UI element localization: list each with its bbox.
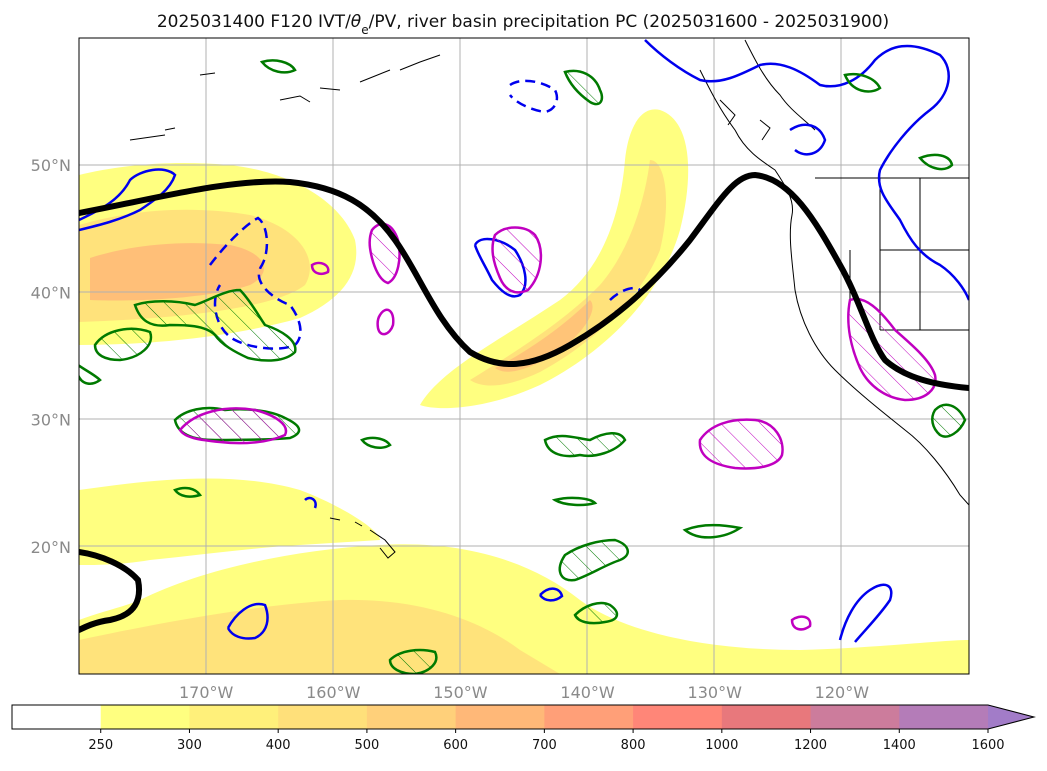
pv-contour-southwest — [79, 549, 142, 633]
blue-contour-hawaii — [304, 496, 317, 509]
latitude-label: 40°N — [31, 283, 71, 302]
colorbar-segment — [633, 705, 723, 729]
colorbar-segment — [100, 705, 190, 729]
magenta-contour-2 — [491, 226, 543, 294]
ivt-region-south-inner — [79, 599, 560, 674]
blue-contour-east — [644, 39, 969, 301]
colorbar-tick-label: 700 — [532, 738, 557, 753]
colorbar-extend-arrow — [988, 705, 1034, 729]
colorbar-outline — [11, 704, 1036, 730]
latitude-label: 30°N — [31, 411, 71, 430]
longitude-label: 150°W — [433, 683, 488, 702]
colorbar-tick-label: 1200 — [794, 738, 827, 753]
longitude-labels: 170°W 160°W 150°W 140°W 130°W 120°W — [179, 683, 869, 702]
green-contour-west-1 — [133, 288, 297, 362]
magenta-contour-small-3 — [790, 615, 812, 631]
colorbar-tick-label: 1400 — [883, 738, 916, 753]
colorbar-segment — [810, 705, 900, 729]
colorbar-tick-label: 600 — [443, 738, 468, 753]
map-frame — [78, 37, 970, 675]
coast-hawaii — [329, 517, 396, 559]
colorbar-segment — [899, 705, 989, 729]
colorbar-segment — [721, 705, 812, 729]
green-contour-east-2 — [917, 153, 954, 171]
blue-contour-south-2 — [538, 587, 564, 602]
green-contour-mid-3 — [573, 601, 619, 625]
magenta-contour-3 — [178, 407, 288, 445]
coast-alaska-islands — [129, 54, 441, 141]
colorbar-tick-label: 500 — [354, 738, 379, 753]
ivt-shading — [79, 109, 969, 674]
longitude-label: 140°W — [560, 683, 615, 702]
latitude-label: 20°N — [31, 538, 71, 557]
green-contour-east-1 — [843, 73, 882, 93]
colorbar-tick-label: 300 — [177, 738, 202, 753]
green-contour-north — [563, 69, 604, 106]
magenta-contour-small-2 — [376, 308, 395, 336]
blue-contour-east-2 — [789, 123, 827, 156]
colorbar-tick-label: 400 — [266, 738, 291, 753]
colorbar-tick-label: 1600 — [971, 738, 1004, 753]
blue-contour-west — [79, 168, 177, 232]
colorbar-segment — [544, 705, 634, 729]
colorbar-segment — [189, 705, 279, 729]
green-contour-small-3 — [551, 496, 598, 507]
green-contour-west-2 — [93, 327, 153, 362]
green-contour-small-2 — [173, 486, 203, 498]
figure-title: 2025031400 F120 IVT/θe/PV, river basin p… — [157, 12, 889, 37]
coast-bc-fjords — [719, 39, 816, 141]
green-contour-coast — [931, 403, 967, 438]
pv-contour-main — [79, 171, 969, 391]
colorbar-tick-label: 800 — [621, 738, 646, 753]
coast-north-america — [699, 69, 969, 506]
blue-contour-southeast — [838, 583, 893, 643]
magenta-contour-4 — [698, 418, 784, 470]
colorbar-tick-label: 250 — [88, 738, 113, 753]
ivt-region-south — [79, 478, 380, 565]
latitude-label: 50°N — [31, 156, 71, 175]
colorbar-segment — [12, 705, 102, 729]
green-contour-small-1 — [360, 436, 392, 449]
colorbar-segment — [278, 705, 368, 729]
colorbar: 250 300 400 500 600 700 800 1000 1200 1400 1600 — [11, 704, 1036, 753]
colorbar-tick-label: 1000 — [705, 738, 738, 753]
coastlines — [129, 39, 969, 559]
green-contour-mid-2 — [558, 538, 629, 582]
longitude-label: 160°W — [306, 683, 361, 702]
latitude-labels: 50°N 40°N 30°N 20°N — [31, 156, 71, 557]
green-contour-south-1 — [388, 648, 438, 674]
blue-contour-dashed-north — [508, 79, 559, 114]
blue-contour-south — [226, 602, 269, 640]
pv-line — [79, 171, 969, 633]
longitude-label: 130°W — [688, 683, 743, 702]
green-contour-small-5 — [79, 364, 102, 385]
longitude-label: 120°W — [815, 683, 870, 702]
longitude-label: 170°W — [179, 683, 234, 702]
colorbar-segment — [366, 705, 457, 729]
colorbar-segment — [455, 705, 545, 729]
map-panel — [78, 37, 970, 675]
magenta-contour-small-1 — [310, 261, 330, 275]
border-states — [849, 178, 969, 331]
green-contour-north-2 — [259, 59, 297, 74]
green-contour-small-4 — [682, 524, 744, 539]
green-contour-mid-1 — [543, 432, 627, 458]
